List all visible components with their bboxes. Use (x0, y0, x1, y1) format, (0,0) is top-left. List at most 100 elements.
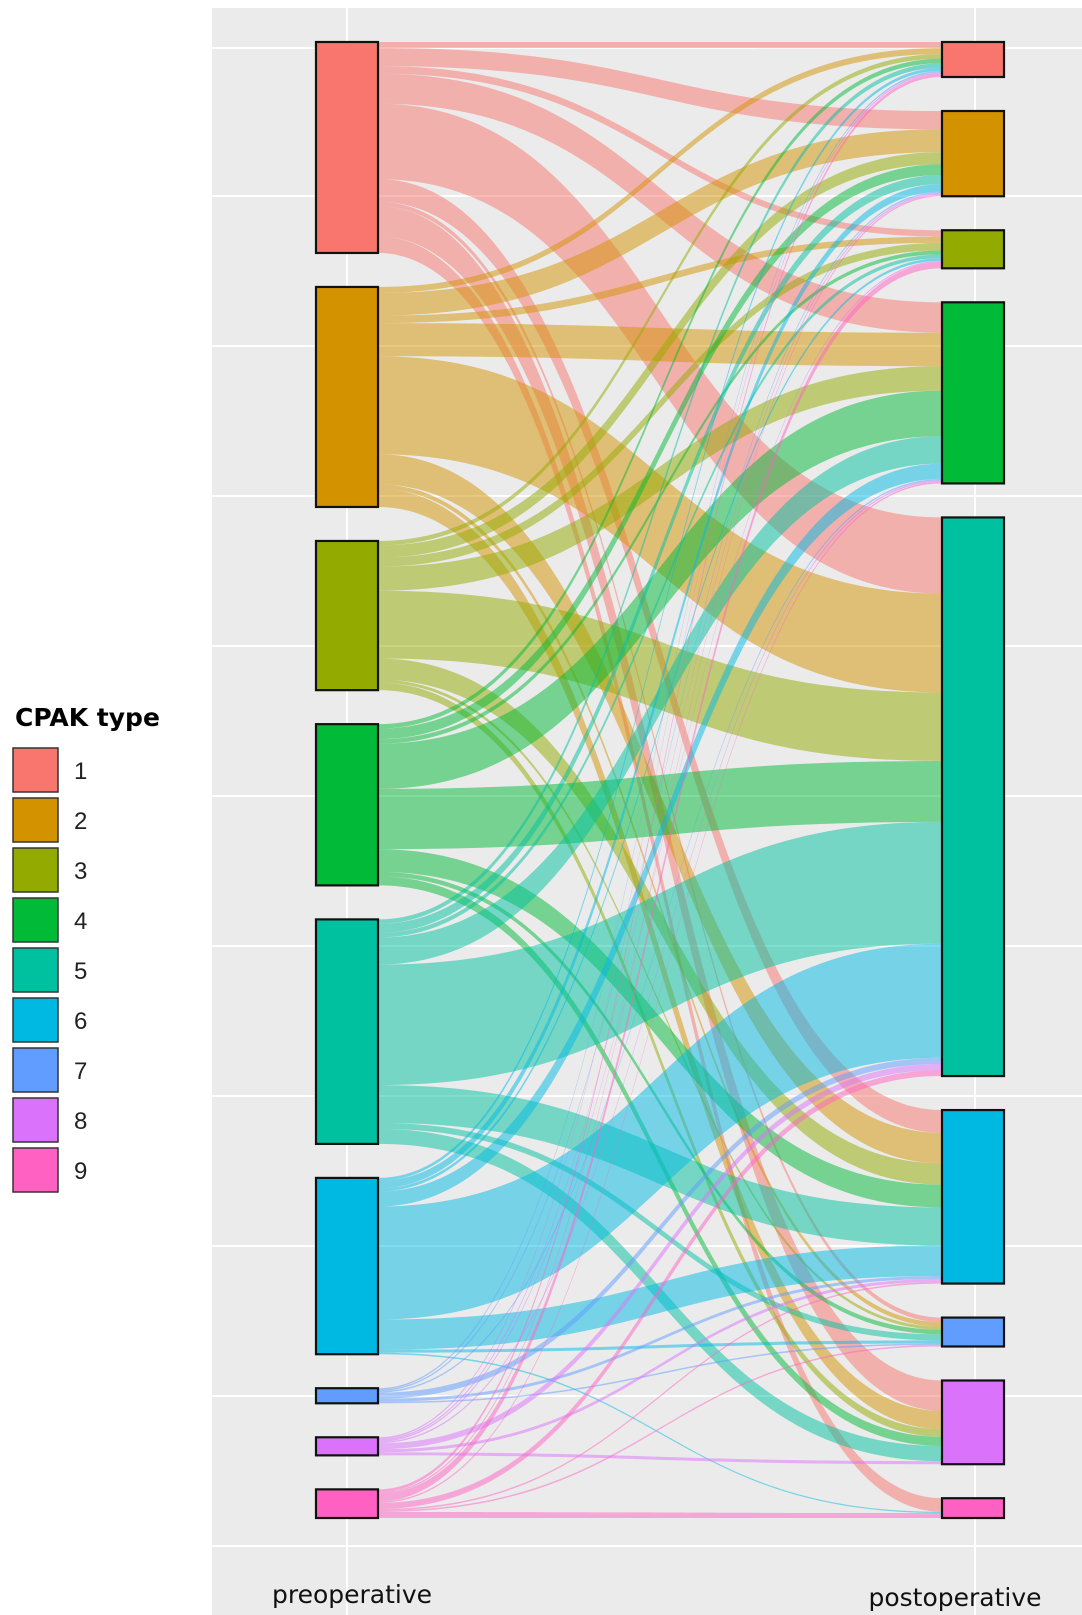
flow-band-7-to-1 (378, 70, 942, 1390)
flow-band-7-to-4 (378, 478, 942, 1393)
legend-label-9: 9 (74, 1158, 87, 1185)
stratum-postoperative-1 (940, 40, 1006, 79)
flow-band-7-to-7 (378, 1343, 942, 1404)
flow-band-6-to-5 (378, 943, 942, 1320)
flow-band-7-to-2 (378, 191, 942, 1392)
flow-band-5-to-2 (378, 174, 942, 933)
flow-band-8-to-6 (378, 1279, 942, 1453)
legend-swatch-4 (12, 897, 59, 943)
stratum-preoperative-5 (314, 918, 380, 1146)
stratum-preoperative-7 (314, 1387, 380, 1405)
flow-band-5-to-4 (378, 436, 942, 965)
flow-band-5-to-7 (378, 1122, 942, 1341)
flow-band-5-to-1 (378, 63, 942, 924)
legend-swatch-9 (12, 1147, 59, 1193)
flow-band-6-to-7 (378, 1340, 942, 1353)
flow-band-6-to-9 (378, 1352, 942, 1514)
stratum-preoperative-1 (314, 40, 380, 255)
flow-band-3-to-3 (378, 242, 942, 567)
flow-band-8-to-5 (378, 1063, 942, 1450)
flow-band-3-to-4 (378, 366, 942, 591)
flow-band-9-to-2 (378, 194, 942, 1494)
flow-band-9-to-9 (378, 1513, 942, 1518)
flow-band-9-to-1 (378, 73, 942, 1493)
flow-band-9-to-7 (378, 1344, 942, 1512)
legend: CPAK type 1 2 3 4 5 6 7 8 9 (12, 703, 160, 1193)
flow-band-3-to-8 (378, 682, 942, 1437)
legend-label-5: 5 (74, 958, 87, 985)
flow-band-8-to-1 (378, 72, 942, 1439)
flow-band-5-to-3 (378, 254, 942, 938)
axis-label-preoperative: preoperative (272, 1580, 432, 1609)
flow-band-4-to-5 (378, 760, 942, 850)
flow-band-6-to-6 (378, 1245, 942, 1350)
legend-label-7: 7 (74, 1058, 87, 1085)
legend-title: CPAK type (15, 703, 160, 732)
flow-band-1-to-9 (378, 236, 942, 1512)
stratum-postoperative-5 (940, 516, 1006, 1078)
flow-band-8-to-4 (378, 480, 942, 1444)
legend-swatch-3 (12, 847, 59, 893)
flow-band-2-to-4 (378, 323, 942, 367)
flow-band-6-to-2 (378, 184, 942, 1189)
axis-label-postoperative: postoperative (868, 1583, 1041, 1612)
stratum-postoperative-7 (940, 1316, 1006, 1348)
flow-band-9-to-5 (378, 1069, 942, 1509)
flow-band-2-to-3 (378, 236, 942, 324)
flow-band-1-to-4 (378, 73, 942, 333)
flow-bands (378, 42, 942, 1518)
stratum-postoperative-2 (940, 109, 1006, 198)
stratum-preoperative-6 (314, 1176, 380, 1356)
legend-label-1: 1 (74, 758, 87, 785)
legend-label-3: 3 (74, 858, 87, 885)
flow-band-1-to-7 (378, 201, 942, 1323)
flow-band-4-to-1 (378, 58, 942, 729)
flow-band-4-to-4 (378, 390, 942, 789)
legend-label-4: 4 (74, 908, 87, 935)
legend-label-8: 8 (74, 1108, 87, 1135)
flow-band-3-to-2 (378, 152, 942, 558)
flow-band-4-to-3 (378, 250, 942, 744)
flow-band-8-to-2 (378, 193, 942, 1441)
flow-band-9-to-9 (378, 1511, 942, 1515)
stratum-preoperative-8 (314, 1436, 380, 1457)
stratum-postoperative-3 (940, 229, 1006, 270)
stratum-preoperative-4 (314, 723, 380, 887)
legend-swatch-1 (12, 747, 59, 793)
stratum-postoperative-9 (940, 1497, 1006, 1520)
stratum-preoperative-9 (314, 1488, 380, 1520)
flow-band-5-to-5 (378, 821, 942, 1086)
stratum-preoperative-2 (314, 285, 380, 509)
stratum-postoperative-8 (940, 1379, 1006, 1466)
flow-band-7-to-6 (378, 1275, 942, 1402)
flow-band-7-to-5 (378, 1057, 942, 1399)
flow-band-9-to-3 (378, 261, 942, 1502)
stratum-boxes (314, 40, 1006, 1520)
legend-swatch-2 (12, 797, 59, 843)
legend-swatch-6 (12, 997, 59, 1043)
flow-band-9-to-4 (378, 481, 942, 1503)
flow-band-2-to-5 (378, 356, 942, 693)
legend-swatch-5 (12, 947, 59, 993)
legend-swatch-7 (12, 1047, 59, 1093)
flow-band-8-to-8 (378, 1452, 942, 1465)
flow-band-8-to-3 (378, 260, 942, 1442)
flow-band-3-to-5 (378, 590, 942, 761)
flow-band-2-to-1 (378, 48, 942, 293)
flow-band-4-to-6 (378, 849, 942, 1208)
flow-band-1-to-1 (378, 42, 942, 49)
flow-band-6-to-1 (378, 67, 942, 1181)
flow-band-2-to-2 (378, 129, 942, 316)
legend-label-6: 6 (74, 1008, 87, 1035)
flow-band-6-to-4 (378, 463, 942, 1207)
stratum-postoperative-4 (940, 301, 1006, 485)
stratum-preoperative-3 (314, 539, 380, 692)
flow-band-1-to-3 (378, 66, 942, 237)
flow-band-9-to-6 (378, 1282, 942, 1511)
flow-band-3-to-1 (378, 54, 942, 546)
flow-band-4-to-2 (378, 164, 942, 740)
legend-label-2: 2 (74, 808, 87, 835)
flow-band-6-to-3 (378, 258, 942, 1192)
legend-swatch-8 (12, 1097, 59, 1143)
